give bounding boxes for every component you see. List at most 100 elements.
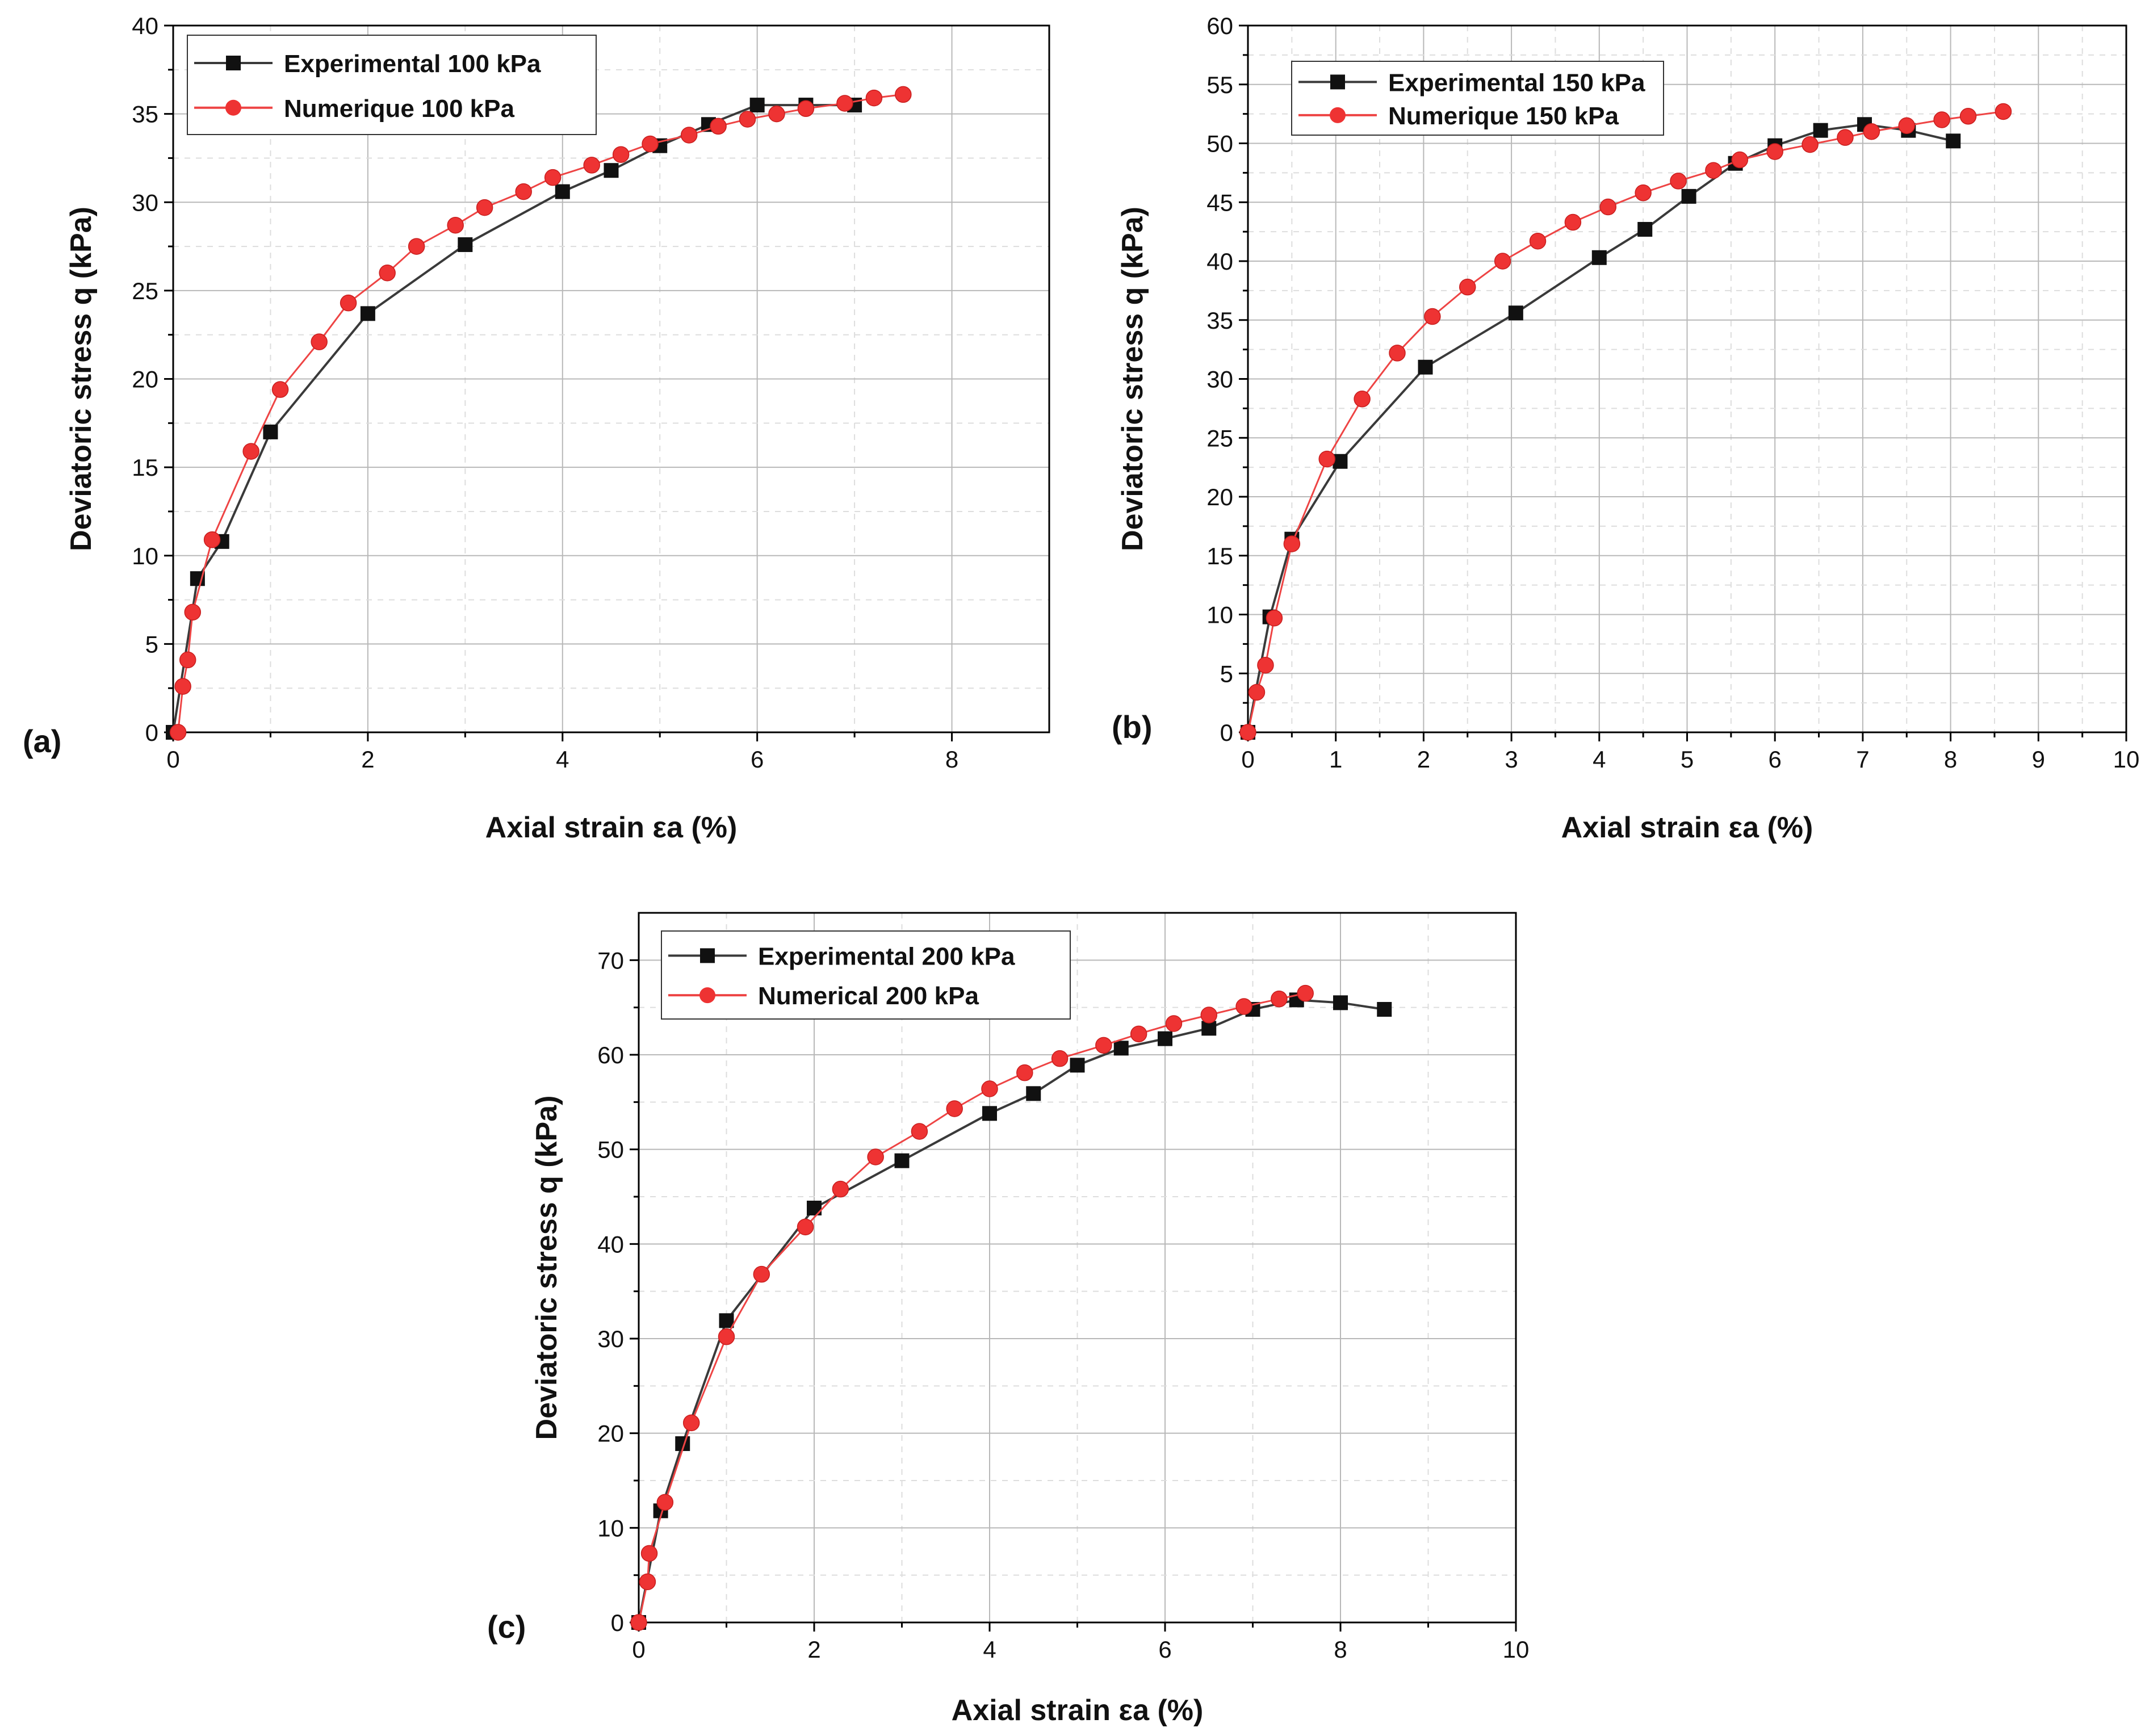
x-tick-label: 8 — [945, 746, 958, 773]
x-tick-label: 8 — [1334, 1636, 1347, 1663]
x-tick-label: 4 — [1593, 746, 1606, 773]
y-tick-label: 10 — [1206, 602, 1233, 628]
legend: Experimental 200 kPa Numerical 200 kPa — [661, 930, 1071, 1020]
data-point-square — [555, 184, 570, 199]
y-tick-label: 5 — [145, 631, 158, 657]
series-line — [1247, 110, 2004, 733]
legend-label: Numerique 150 kPa — [1388, 102, 1619, 130]
panel-label: (c) — [487, 1609, 526, 1645]
x-tick-label: 6 — [751, 746, 764, 773]
data-point-circle — [311, 333, 328, 350]
legend-marker-square — [226, 56, 241, 70]
data-point-circle — [1165, 1015, 1183, 1032]
data-point-circle — [981, 1080, 998, 1097]
legend-marker-circle — [1330, 107, 1346, 123]
x-tick-label: 9 — [2032, 746, 2045, 773]
data-point-circle — [184, 603, 202, 621]
legend-marker-circle — [225, 99, 241, 116]
data-point-square — [1418, 359, 1433, 375]
x-tick-label: 8 — [1944, 746, 1957, 773]
data-point-circle — [640, 1545, 658, 1562]
data-point-square — [1158, 1031, 1172, 1046]
data-point-circle — [718, 1328, 735, 1345]
legend-box — [187, 35, 597, 135]
data-point-circle — [1802, 136, 1819, 153]
y-tick-label: 20 — [597, 1420, 624, 1447]
data-point-circle — [242, 443, 259, 460]
data-point-circle — [1297, 984, 1314, 1002]
data-point-circle — [544, 169, 562, 186]
data-point-circle — [447, 216, 464, 234]
data-point-circle — [1266, 609, 1283, 627]
data-point-square — [1377, 1002, 1392, 1017]
data-point-circle — [1635, 184, 1652, 202]
data-point-circle — [583, 157, 600, 174]
data-point-circle — [768, 105, 785, 123]
data-point-square — [807, 1201, 822, 1215]
panel-label: (b) — [1112, 709, 1153, 745]
y-tick-label: 40 — [132, 12, 158, 39]
y-tick-label: 55 — [1206, 72, 1233, 98]
legend: Experimental 100 kPa Numerique 100 kPa — [187, 35, 597, 135]
x-tick-label: 0 — [1241, 746, 1254, 773]
data-point-square — [1946, 133, 1961, 149]
y-tick-label: 20 — [1206, 484, 1233, 510]
data-point-circle — [1354, 391, 1371, 408]
data-point-circle — [1051, 1050, 1069, 1067]
data-point-circle — [797, 100, 815, 118]
y-tick-label: 15 — [132, 454, 158, 481]
y-tick-label: 20 — [132, 366, 158, 393]
x-tick-label: 1 — [1329, 746, 1342, 773]
data-point-square — [749, 98, 765, 113]
y-tick-label: 5 — [1220, 660, 1233, 687]
data-point-circle — [895, 86, 912, 103]
data-point-circle — [1318, 450, 1335, 468]
x-tick-label: 7 — [1856, 746, 1869, 773]
data-point-circle — [1705, 162, 1722, 179]
data-point-square — [719, 1313, 734, 1328]
data-point-square — [360, 306, 375, 321]
series-line — [172, 104, 855, 733]
y-tick-label: 35 — [1206, 307, 1233, 334]
legend-label: Experimental 150 kPa — [1388, 69, 1645, 97]
x-tick-label: 3 — [1505, 746, 1518, 773]
x-tick-label: 2 — [1417, 746, 1430, 773]
data-point-circle — [1271, 990, 1288, 1008]
data-point-square — [1333, 995, 1348, 1010]
x-tick-label: 10 — [2113, 746, 2140, 773]
data-point-circle — [1564, 213, 1582, 231]
data-point-circle — [911, 1123, 928, 1140]
data-point-circle — [753, 1265, 770, 1283]
data-point-circle — [1731, 151, 1749, 169]
x-axis-title: Axial strain εa (%) — [485, 811, 738, 844]
y-axis-title: Deviatoric stress q (kPa) — [65, 207, 98, 551]
data-point-circle — [739, 111, 756, 128]
legend: Experimental 150 kPa Numerique 150 kPa — [1291, 61, 1664, 136]
data-point-square — [1813, 123, 1828, 138]
legend-marker-circle — [699, 987, 715, 1004]
data-point-circle — [203, 531, 221, 548]
data-point-circle — [1239, 724, 1256, 741]
y-tick-label: 30 — [1206, 366, 1233, 393]
x-axis-title: Axial strain εa (%) — [1561, 811, 1813, 844]
data-point-circle — [1130, 1025, 1147, 1043]
y-tick-label: 60 — [1206, 12, 1233, 39]
data-point-square — [1591, 250, 1607, 265]
data-point-circle — [630, 1614, 647, 1631]
panel-label: (a) — [23, 723, 61, 759]
x-axis-title: Axial strain εa (%) — [952, 1694, 1204, 1727]
legend-label: Experimental 100 kPa — [284, 50, 541, 78]
y-axis-title: Deviatoric stress q (kPa) — [530, 1096, 563, 1440]
legend-box — [661, 930, 1071, 1020]
x-tick-label: 0 — [166, 746, 179, 773]
chart-panel-b: 0 1 2 3 4 5 6 7 8 9 10051015202530354045505560Axia… — [1112, 12, 2139, 844]
y-tick-label: 0 — [145, 719, 158, 746]
data-point-circle — [1898, 117, 1915, 135]
data-point-square — [1681, 188, 1696, 204]
data-point-circle — [271, 381, 289, 398]
data-point-circle — [340, 294, 357, 312]
legend-box — [1291, 61, 1664, 136]
data-point-square — [1508, 305, 1523, 321]
y-tick-label: 25 — [132, 278, 158, 304]
x-tick-label: 4 — [556, 746, 569, 773]
